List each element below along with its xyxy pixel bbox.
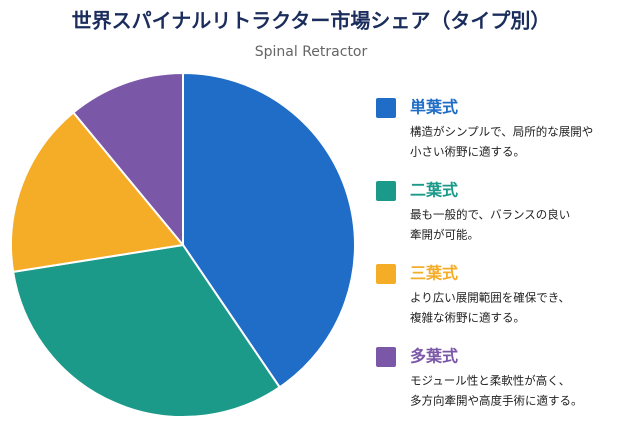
legend-description: 構造がシンプルで、局所的な展開や xyxy=(410,125,593,139)
chart-subtitle: Spinal Retractor xyxy=(255,44,368,60)
legend-label: 多葉式 xyxy=(410,347,458,366)
legend-description: 小さい術野に適する。 xyxy=(410,145,525,159)
legend-description: モジュール性と柔軟性が高く、 xyxy=(410,374,570,388)
pie-slice xyxy=(10,111,185,274)
legend-description: 多方向牽開や高度手術に適する。 xyxy=(410,394,583,408)
pie-slice xyxy=(11,243,282,418)
legend-label: 単葉式 xyxy=(410,98,458,117)
pie-slice xyxy=(182,71,356,389)
chart-title: 世界スパイナルリトラクター市場シェア（タイプ別） xyxy=(72,9,551,33)
legend-swatch xyxy=(376,347,396,367)
pie-slice xyxy=(71,71,184,248)
legend-swatch xyxy=(376,181,396,201)
legend-swatch xyxy=(376,264,396,284)
legend-description: 複雑な術野に適する。 xyxy=(410,311,525,325)
legend-description: より広い展開範囲を確保でき、 xyxy=(410,291,570,305)
legend-description: 牽開が可能。 xyxy=(410,228,479,242)
legend-label: 二葉式 xyxy=(410,181,458,200)
legend-label: 三葉式 xyxy=(410,264,458,283)
legend-description: 最も一般的で、バランスの良い xyxy=(410,208,570,222)
legend-swatch xyxy=(376,98,396,118)
